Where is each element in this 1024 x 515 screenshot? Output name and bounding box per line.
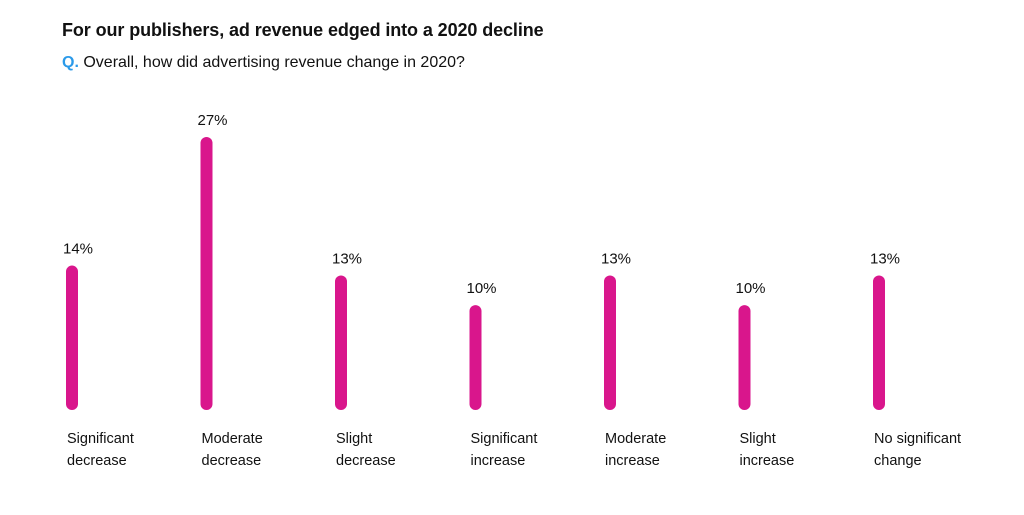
bar-value-label: 13%	[601, 250, 631, 267]
bar-5	[738, 305, 751, 410]
category-label: Moderate	[202, 431, 263, 447]
category-label: increase	[471, 453, 526, 469]
bar-2	[335, 275, 347, 410]
category-label: decrease	[336, 453, 396, 469]
question-text: Overall, how did advertising revenue cha…	[83, 54, 465, 71]
bar-0	[66, 265, 78, 410]
bar-4	[604, 275, 616, 410]
category-label: Slight	[336, 431, 372, 447]
bar-value-label: 10%	[467, 280, 497, 297]
bar-1	[200, 137, 213, 410]
category-label: increase	[740, 453, 795, 469]
category-label: Significant	[67, 431, 134, 447]
category-label: increase	[605, 453, 660, 469]
question-prefix: Q.	[62, 54, 79, 71]
chart-title: For our publishers, ad revenue edged int…	[62, 20, 544, 40]
category-label: change	[874, 453, 922, 469]
bar-6	[873, 275, 885, 410]
category-label: Moderate	[605, 431, 666, 447]
category-label: decrease	[202, 453, 262, 469]
bar-3	[469, 305, 482, 410]
category-label: decrease	[67, 453, 127, 469]
bar-value-label: 13%	[870, 250, 900, 267]
bar-value-label: 13%	[332, 250, 362, 267]
question-line: Q. Overall, how did advertising revenue …	[62, 54, 465, 72]
bar-value-label: 10%	[736, 280, 766, 297]
category-label: Significant	[471, 431, 538, 447]
category-label: No significant	[874, 431, 961, 447]
category-label: Slight	[740, 431, 776, 447]
bar-value-label: 14%	[63, 241, 93, 258]
bar-value-label: 27%	[198, 112, 228, 129]
